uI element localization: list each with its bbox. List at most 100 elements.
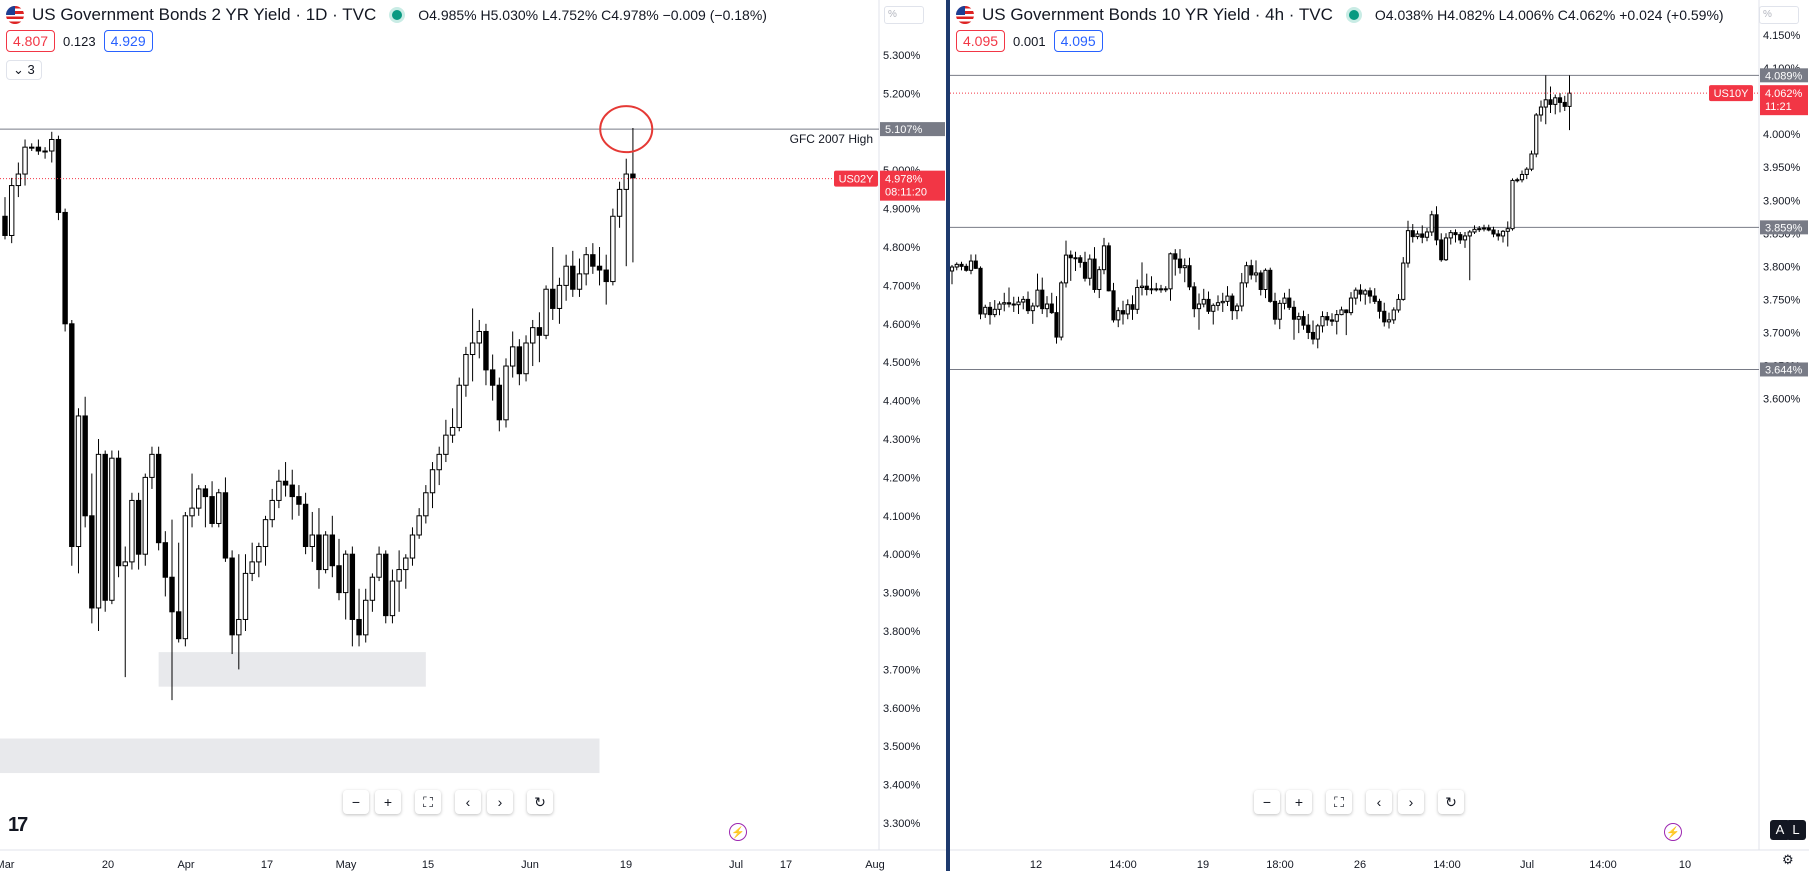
- chart-pane-us10y[interactable]: 3.600%3.650%3.700%3.750%3.800%3.850%3.90…: [950, 0, 1809, 871]
- buy-button[interactable]: 4.095: [1053, 30, 1103, 52]
- candle-body: [443, 434, 449, 455]
- candle-body: [1510, 179, 1515, 230]
- zoom-in-button[interactable]: +: [1286, 790, 1312, 814]
- candle-body: [249, 561, 255, 574]
- zoom-out-button[interactable]: −: [343, 790, 369, 814]
- candle-body: [1006, 302, 1012, 305]
- candle-body: [62, 211, 68, 325]
- candle-body: [1168, 253, 1173, 290]
- candle-body: [1329, 319, 1335, 322]
- settings-icon[interactable]: ⚙: [1782, 852, 1794, 867]
- ohlc-values: O4.038% H4.082% L4.006% C4.062% +0.024 (…: [1374, 7, 1724, 23]
- trade-pills: 4.807 0.123 4.929: [6, 30, 153, 52]
- candle-body: [329, 534, 336, 567]
- candle-body: [1529, 153, 1534, 170]
- scroll-right-button[interactable]: ›: [1398, 790, 1424, 814]
- candle-body: [616, 188, 623, 217]
- chart-us02y[interactable]: 3.300% 3.400% 3.500% 3.600% 3.700% 3.800% 3.90…: [0, 0, 946, 871]
- candle-body: [1211, 304, 1216, 312]
- candle-body: [1272, 300, 1278, 320]
- x-tick-label: Apr: [177, 859, 194, 871]
- candle-body: [236, 618, 242, 636]
- spread-value: 0.001: [1013, 33, 1046, 49]
- candle-body: [1287, 297, 1292, 308]
- highlight-circle: [599, 105, 654, 154]
- candle-body: [383, 553, 389, 617]
- candle-body: [1087, 258, 1092, 279]
- candle-body: [169, 576, 175, 613]
- zoom-out-button[interactable]: −: [1254, 790, 1280, 814]
- reset-chart-button[interactable]: ↻: [1438, 790, 1464, 814]
- candle-body: [1282, 297, 1287, 304]
- candle-body: [1002, 302, 1007, 305]
- reset-chart-button[interactable]: ↻: [527, 790, 553, 814]
- y-tick-label: 4.000%: [1763, 129, 1801, 141]
- zoom-in-button[interactable]: +: [375, 790, 401, 814]
- y-tick-label: 3.300%: [883, 818, 921, 830]
- fullscreen-button[interactable]: ⛶: [1326, 790, 1352, 814]
- buy-button[interactable]: 4.929: [103, 30, 153, 52]
- y-tick-label: 4.700%: [883, 280, 921, 292]
- log-scale-button[interactable]: L: [1786, 820, 1806, 840]
- candle-body: [992, 308, 997, 316]
- indicators-toggle[interactable]: ⌄ 3: [6, 60, 42, 80]
- x-tick-label: 15: [422, 859, 434, 871]
- candle-body: [1410, 230, 1415, 238]
- y-tick-label: 4.000%: [883, 549, 921, 561]
- candle-body: [1187, 265, 1192, 288]
- y-tick-label: 3.800%: [883, 626, 921, 638]
- candle-body: [175, 611, 182, 640]
- y-tick-label: 3.600%: [883, 703, 921, 715]
- scroll-left-button[interactable]: ‹: [455, 790, 481, 814]
- percent-toggle[interactable]: %: [1759, 6, 1799, 24]
- candle-body: [55, 138, 62, 213]
- sell-button[interactable]: 4.807: [6, 30, 56, 52]
- candle-body: [409, 534, 416, 559]
- candle-body: [1534, 114, 1539, 155]
- candle-body: [142, 476, 148, 555]
- x-tick-label: Jul: [729, 859, 743, 871]
- chart-pane-us02y[interactable]: 3.300% 3.400% 3.500% 3.600% 3.700% 3.800% 3.90…: [0, 0, 946, 871]
- candle-body: [530, 327, 536, 344]
- auto-scale-button[interactable]: A: [1770, 820, 1790, 840]
- candle-body: [1486, 227, 1491, 231]
- candle-body: [1386, 319, 1392, 323]
- candle-body: [242, 572, 249, 620]
- candle-body: [1519, 173, 1525, 181]
- scroll-left-button[interactable]: ‹: [1366, 790, 1392, 814]
- market-status-icon: [392, 10, 403, 20]
- percent-toggle[interactable]: %: [884, 6, 924, 24]
- y-tick-label: 5.300%: [883, 50, 921, 62]
- candle-body: [1068, 254, 1073, 259]
- candle-body: [1553, 97, 1558, 105]
- candle-body: [1401, 262, 1406, 300]
- candle-body: [1453, 232, 1458, 236]
- candle-body: [1448, 232, 1453, 239]
- candle-body: [1258, 272, 1263, 290]
- lightning-icon[interactable]: ⚡: [1664, 823, 1682, 841]
- candle-body: [115, 457, 122, 567]
- candle-body: [1192, 286, 1197, 310]
- lightning-icon[interactable]: ⚡: [729, 823, 747, 841]
- candle-body: [356, 618, 362, 636]
- tradingview-logo[interactable]: 17: [8, 814, 28, 836]
- x-tick-label: 19: [620, 859, 632, 871]
- symbol-title[interactable]: US Government Bonds 2 YR Yield · 1D · TV…: [32, 5, 377, 24]
- horizontal-line-label-bg: [880, 122, 945, 137]
- pane-divider[interactable]: [946, 0, 950, 871]
- chart-us10y[interactable]: 3.600%3.650%3.700%3.750%3.800%3.850%3.90…: [950, 0, 1809, 871]
- sell-button[interactable]: 4.095: [956, 30, 1006, 52]
- candle-body: [1353, 289, 1358, 299]
- scroll-right-button[interactable]: ›: [487, 790, 513, 814]
- horizontal-line-label-bg: [1760, 362, 1808, 377]
- symbol-tag: US02Y: [839, 174, 875, 186]
- price-tag: 4.062%: [1765, 88, 1803, 100]
- symbol-title[interactable]: US Government Bonds 10 YR Yield · 4h · T…: [982, 5, 1333, 24]
- ohlc-values: O4.985% H5.030% L4.752% C4.978% −0.009 (…: [418, 7, 767, 23]
- spread-value: 0.123: [63, 33, 96, 49]
- candle-body: [182, 515, 189, 640]
- trade-pills: 4.095 0.001 4.095: [956, 30, 1103, 52]
- candle-body: [1344, 309, 1349, 314]
- candle-body: [1220, 300, 1225, 304]
- fullscreen-button[interactable]: ⛶: [415, 790, 441, 814]
